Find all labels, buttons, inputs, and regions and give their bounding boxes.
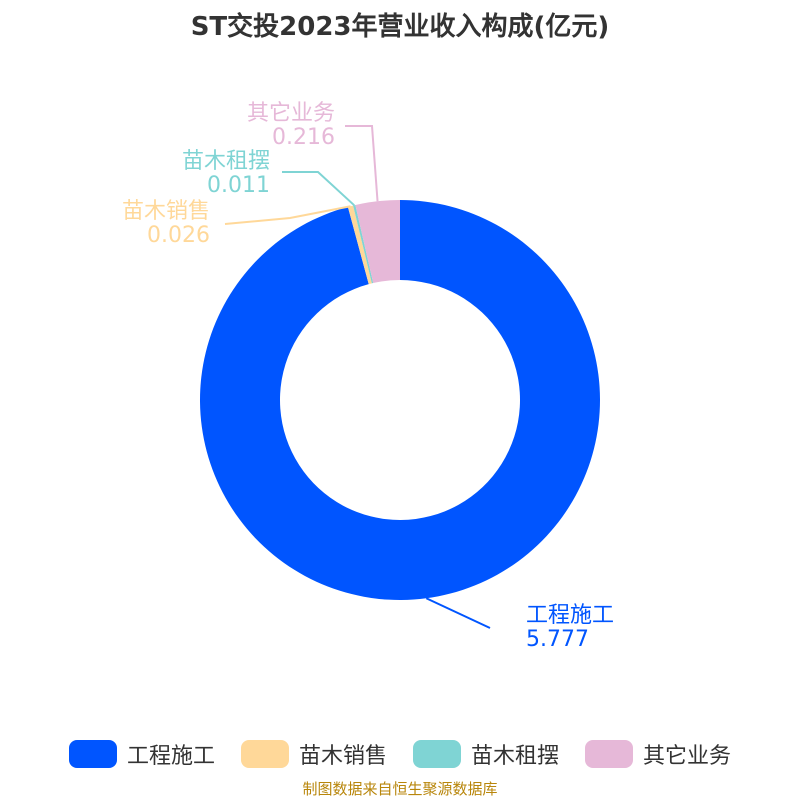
- legend-swatch-slice-2: [240, 740, 289, 768]
- callout-value-slice-4: 0.216: [272, 125, 335, 150]
- legend-item-slice-1: 工程施工: [68, 738, 215, 770]
- leader-line-slice-2: [224, 205, 351, 225]
- legend-swatch-slice-1: [68, 740, 117, 768]
- donut-slice-4: [355, 200, 400, 284]
- donut-slice-2: [347, 205, 372, 285]
- callout-category-slice-1: 工程施工: [526, 603, 614, 628]
- legend-label-slice-4: 其它业务: [643, 744, 732, 769]
- leader-line-slice-1: [425, 597, 491, 629]
- callout-value-slice-3: 0.011: [207, 173, 270, 198]
- legend: 工程施工 苗木销售 苗木租摆 其它业务: [0, 738, 800, 770]
- legend-swatch-slice-3: [413, 740, 461, 768]
- donut-slice-1: [199, 200, 601, 600]
- donut-slice-3: [353, 205, 374, 284]
- callout-category-slice-2: 苗木销售: [122, 199, 210, 224]
- legend-item-slice-3: 苗木租摆: [413, 738, 559, 770]
- legend-label-slice-1: 工程施工: [126, 744, 215, 769]
- legend-swatch-slice-4: [585, 740, 634, 768]
- leader-line-slice-4: [345, 125, 379, 202]
- legend-label-slice-3: 苗木租摆: [471, 744, 560, 769]
- legend-item-slice-4: 其它业务: [585, 738, 731, 770]
- callout-value-slice-1: 5.777: [526, 627, 589, 652]
- leader-line-slice-3: [282, 171, 355, 207]
- legend-item-slice-2: 苗木销售: [240, 738, 387, 770]
- callout-category-slice-4: 其它业务: [247, 101, 335, 126]
- source-note: 制图数据来自恒生聚源数据库: [302, 780, 498, 798]
- chart-title: ST交投2023年营业收入构成(亿元): [190, 12, 610, 42]
- callout-category-slice-3: 苗木租摆: [182, 149, 270, 174]
- legend-label-slice-2: 苗木销售: [298, 744, 387, 769]
- callout-value-slice-2: 0.026: [147, 223, 210, 248]
